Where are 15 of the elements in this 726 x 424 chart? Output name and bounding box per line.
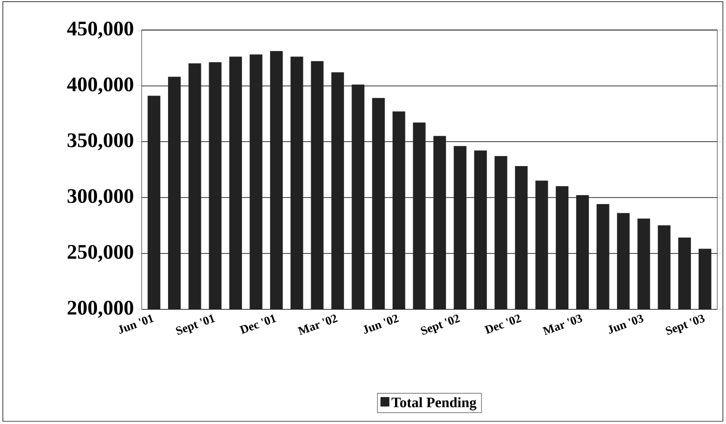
legend-label: Total Pending <box>392 397 476 410</box>
y-tick-label: 250,000 <box>68 244 134 262</box>
x-tick-label: Jun '03 <box>608 314 644 334</box>
x-tick-label: Dec '02 <box>484 314 522 334</box>
x-tick-label: Dec '01 <box>239 314 276 334</box>
y-tick-label: 300,000 <box>68 189 134 206</box>
x-tick-label: Jun '02 <box>363 314 399 334</box>
y-tick-label: 400,000 <box>67 77 134 94</box>
x-tick-label: Sept '01 <box>176 314 216 335</box>
y-tick-label: 450,000 <box>67 22 134 38</box>
x-tick-label: Mar '02 <box>297 314 338 336</box>
x-tick-label: Sept '03 <box>666 314 705 335</box>
y-tick-label: 350,000 <box>68 133 134 150</box>
x-tick-label: Sept '02 <box>420 314 460 335</box>
x-tick-label: Mar '03 <box>542 314 582 336</box>
